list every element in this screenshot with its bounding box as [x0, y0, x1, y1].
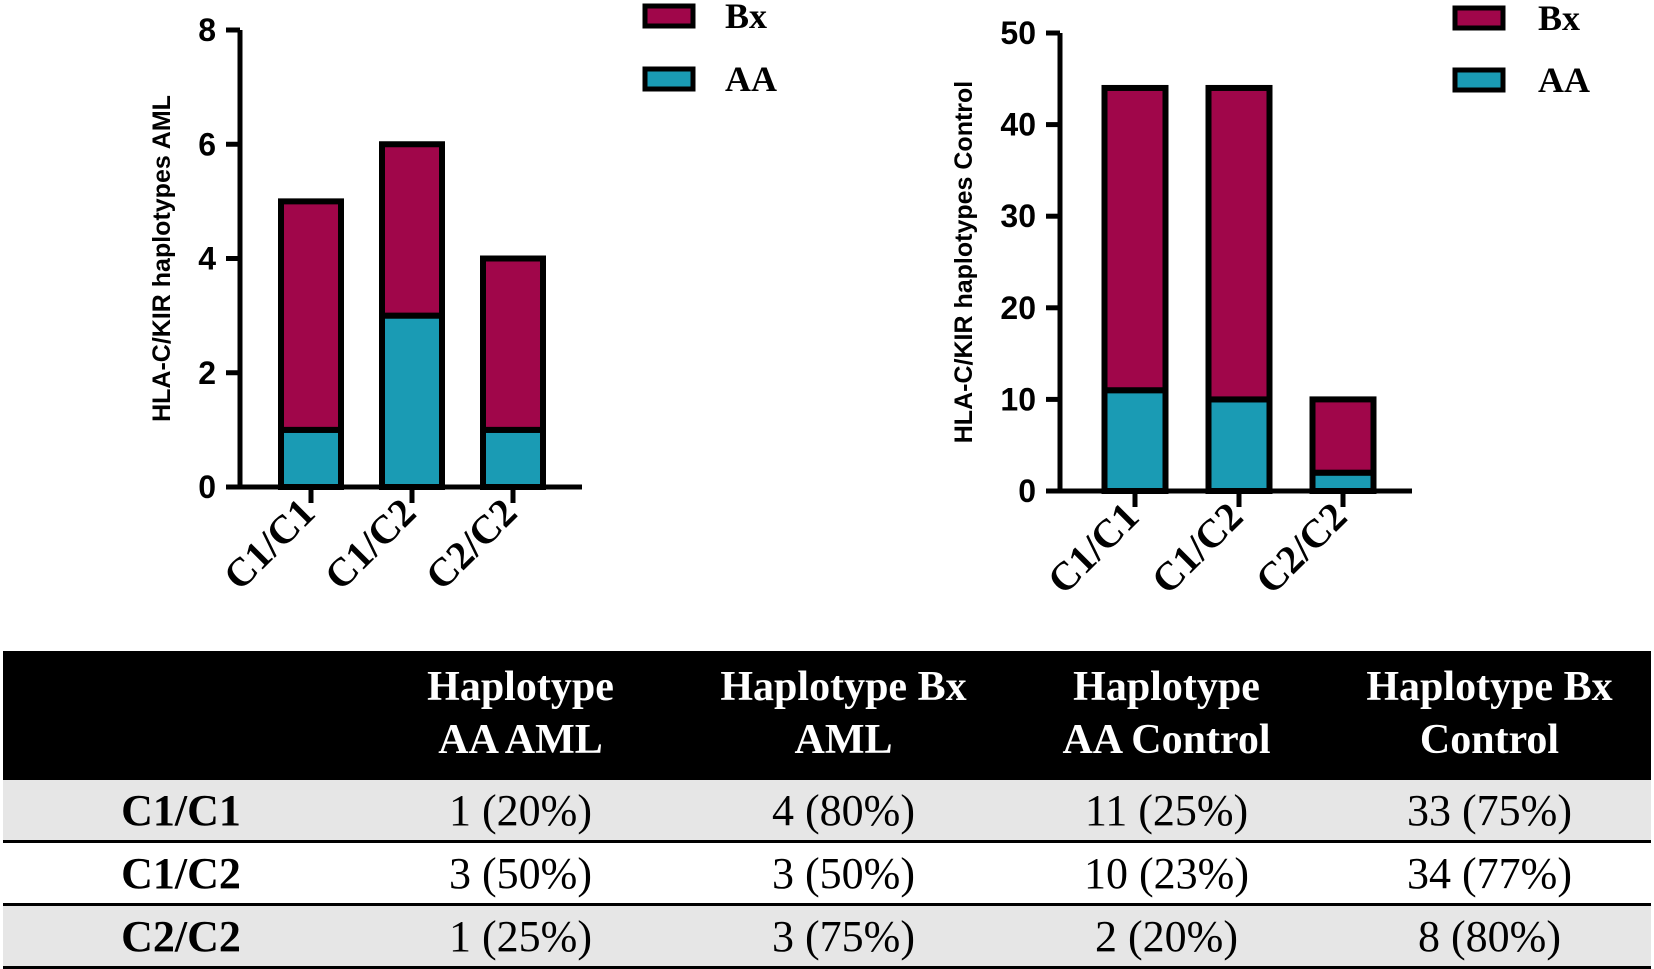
row-label: C2/C2 — [3, 903, 359, 969]
bar-bx-c1-c2 — [379, 141, 445, 319]
table-cell: 3 (50%) — [359, 840, 682, 905]
table-cell: 2 (20%) — [1005, 903, 1328, 969]
table-cell: 33 (75%) — [1328, 777, 1651, 842]
chart-control: 0 10 20 30 40 50 HLA-C/KIR haplotypes Control C… — [950, 0, 1590, 602]
table-cell: 4 (80%) — [682, 777, 1005, 842]
table-cell: 3 (75%) — [682, 903, 1005, 969]
table-header-bx-control: Haplotype Bx Control — [1328, 651, 1651, 779]
y-tick-label: 30 — [1000, 198, 1036, 234]
table-header-corner — [3, 651, 359, 779]
bar-bx-c1-c1 — [278, 198, 344, 433]
bar-bx-c1-c1 — [1101, 84, 1169, 394]
bar-aa-c2-c2 — [480, 426, 546, 490]
table-cell: 11 (25%) — [1005, 777, 1328, 842]
legend-label-aa: AA — [1538, 60, 1590, 100]
header-line: Haplotype Bx — [720, 664, 967, 710]
y-tick-label: 40 — [1000, 107, 1036, 143]
legend-swatch-aa — [1452, 67, 1506, 93]
y-tick-label: 20 — [1000, 290, 1036, 326]
bar-aa-c1-c1 — [278, 426, 344, 490]
table-row: C2/C2 1 (25%) 3 (75%) 2 (20%) 8 (80%) — [3, 903, 1651, 969]
table-cell: 34 (77%) — [1328, 840, 1651, 905]
header-line: Haplotype — [1073, 664, 1260, 710]
bar-aa-c1-c2 — [379, 312, 445, 490]
y-tick-label: 0 — [198, 469, 216, 505]
table-cell: 1 (20%) — [359, 777, 682, 842]
legend-label-bx: Bx — [1538, 0, 1580, 38]
table-row: C1/C1 1 (20%) 4 (80%) 11 (25%) 33 (75%) — [3, 777, 1651, 842]
table-row: C1/C2 3 (50%) 3 (50%) 10 (23%) 34 (77%) — [3, 840, 1651, 905]
table-header-aa-aml: Haplotype AA AML — [359, 651, 682, 779]
y-tick-label: 6 — [198, 126, 216, 162]
table-cell: 1 (25%) — [359, 903, 682, 969]
header-line: Control — [1419, 717, 1560, 763]
legend-label-bx: Bx — [725, 0, 767, 36]
legend-label-aa: AA — [725, 59, 777, 99]
y-tick-label: 0 — [1018, 473, 1036, 509]
table-header-bx-aml: Haplotype Bx AML — [682, 651, 1005, 779]
header-line: AA AML — [438, 717, 603, 763]
header-line: AML — [794, 717, 893, 763]
haplotype-summary-table: Haplotype AA AML Haplotype Bx AML Haplot… — [3, 651, 1651, 969]
row-label: C1/C1 — [3, 777, 359, 842]
x-tick-label: C1/C2 — [316, 490, 425, 599]
legend-swatch-bx — [642, 3, 696, 29]
y-tick-label: 10 — [1000, 381, 1036, 417]
row-label: C1/C2 — [3, 840, 359, 905]
table-header-row: Haplotype AA AML Haplotype Bx AML Haplot… — [3, 651, 1651, 779]
chart-aml: 0 2 4 6 8 HLA-C/KIR haplotypes AML C1/C1C1/C2C… — [148, 0, 777, 598]
table-cell: 8 (80%) — [1328, 903, 1651, 969]
x-tick-label: C1/C1 — [1039, 494, 1148, 603]
x-tick-label: C2/C2 — [1247, 494, 1356, 603]
header-line: AA Control — [1062, 717, 1271, 763]
table-cell: 3 (50%) — [682, 840, 1005, 905]
bar-bx-c2-c2 — [1309, 396, 1377, 476]
y-tick-label: 2 — [198, 355, 216, 391]
bar-bx-c2-c2 — [480, 255, 546, 433]
bar-bx-c1-c2 — [1205, 84, 1273, 403]
x-tick-label: C2/C2 — [417, 490, 526, 599]
header-line: Haplotype — [427, 664, 614, 710]
header-line: Haplotype Bx — [1366, 664, 1613, 710]
y-axis-label: HLA-C/KIR haplotypes Control — [950, 81, 978, 444]
legend-swatch-aa — [642, 66, 696, 92]
legend-swatch-bx — [1452, 5, 1506, 31]
x-tick-label: C1/C2 — [1143, 494, 1252, 603]
y-tick-label: 8 — [198, 12, 216, 48]
bar-aa-c1-c1 — [1101, 387, 1169, 494]
bar-aa-c1-c2 — [1205, 396, 1273, 494]
x-tick-label: C1/C1 — [215, 490, 324, 599]
table-cell: 10 (23%) — [1005, 840, 1328, 905]
y-tick-label: 50 — [1000, 15, 1036, 51]
table-header-aa-control: Haplotype AA Control — [1005, 651, 1328, 779]
y-tick-label: 4 — [198, 241, 216, 277]
y-axis-label: HLA-C/KIR haplotypes AML — [148, 95, 176, 422]
